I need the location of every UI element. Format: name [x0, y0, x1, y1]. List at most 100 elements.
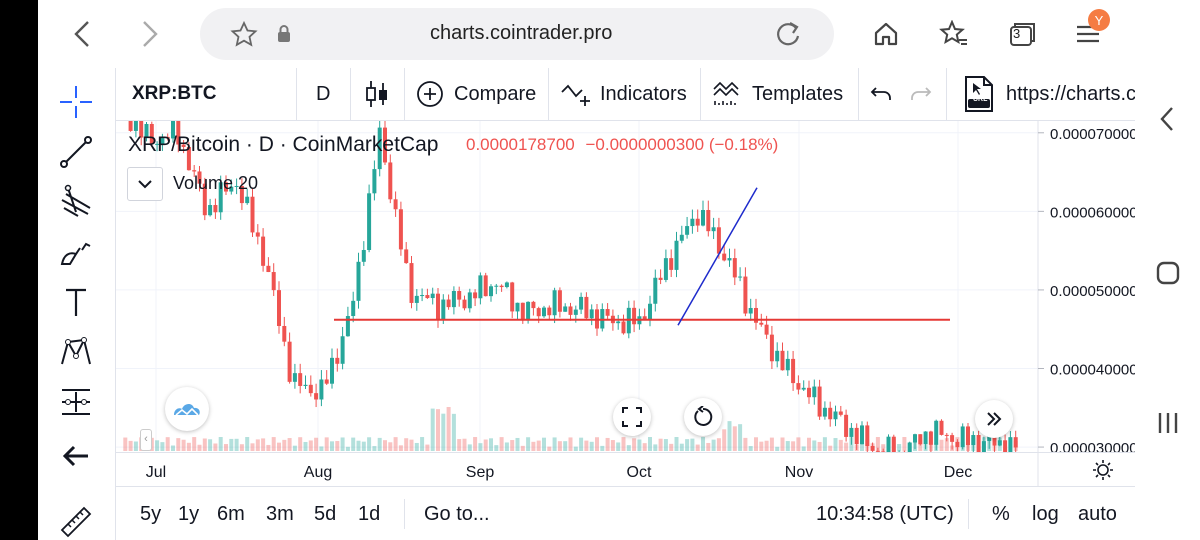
fullscreen-button[interactable]	[613, 398, 651, 436]
log-toggle[interactable]: log	[1032, 503, 1059, 525]
indicators-button[interactable]: Indicators	[560, 68, 687, 120]
volume-bar	[785, 441, 790, 451]
undo-button[interactable]	[870, 68, 892, 120]
trend-line[interactable]	[677, 187, 758, 326]
candle-body	[473, 292, 478, 299]
volume-bar	[351, 437, 356, 451]
range-5d[interactable]: 5d	[314, 503, 337, 525]
tabs-button[interactable]: 3	[1000, 12, 1044, 56]
range-1y[interactable]: 1y	[178, 503, 200, 525]
scroll-to-realtime-button[interactable]	[975, 400, 1013, 438]
fib-tool[interactable]	[54, 180, 98, 224]
system-home-button[interactable]	[1135, 258, 1200, 295]
candle-body	[504, 282, 509, 288]
volume-bar	[791, 441, 796, 451]
candle-body	[653, 277, 658, 304]
interval-button[interactable]: D	[316, 82, 331, 105]
measure-tool[interactable]	[54, 380, 98, 424]
home-button[interactable]	[864, 12, 908, 56]
volume-bar	[398, 445, 403, 451]
candle-body	[510, 282, 515, 312]
percent-toggle[interactable]: %	[992, 503, 1010, 525]
volume-bar	[361, 441, 366, 451]
candle-body	[928, 431, 933, 445]
goto-button[interactable]: Go to...	[424, 503, 490, 525]
candle-body	[557, 290, 562, 312]
volume-bar	[367, 437, 372, 451]
volume-bar	[690, 438, 695, 451]
menu-button[interactable]: Y	[1066, 9, 1110, 56]
crosshair-tool[interactable]	[54, 80, 98, 124]
volume-bar	[393, 437, 398, 451]
range-6m[interactable]: 6m	[217, 503, 245, 525]
address-bar[interactable]: charts.cointrader.pro	[200, 8, 834, 60]
legend-collapse-button[interactable]	[127, 167, 163, 201]
brush-tool[interactable]	[54, 230, 98, 274]
cloud-button[interactable]	[165, 387, 209, 431]
volume-bar	[775, 446, 780, 451]
share-url-button[interactable]: URL https://charts.coin	[960, 68, 1135, 120]
candle-body	[812, 386, 817, 398]
profile-avatar[interactable]: Y	[1088, 9, 1110, 31]
candle-body	[775, 350, 780, 362]
ruler-tool[interactable]	[54, 500, 98, 540]
chart-type-button[interactable]	[364, 68, 390, 120]
candle-body	[870, 446, 875, 451]
reload-icon[interactable]	[774, 20, 802, 48]
collapse-handle[interactable]: ‹	[140, 429, 152, 451]
candle-body	[377, 127, 382, 170]
volume-bar	[467, 444, 472, 451]
hide-toolbar-button[interactable]	[54, 434, 98, 478]
candle-body	[981, 441, 986, 455]
volume-bar	[404, 438, 409, 451]
candle-body	[860, 425, 864, 445]
candle-body	[398, 209, 403, 250]
star-icon[interactable]	[230, 21, 258, 47]
volume-bar	[520, 445, 525, 451]
candles	[128, 121, 1018, 470]
reset-chart-button[interactable]	[684, 398, 722, 436]
divider	[858, 68, 859, 120]
double-chevron-right-icon	[987, 412, 1002, 426]
time-axis[interactable]: Jul Aug Sep Oct Nov Dec	[116, 452, 1135, 487]
auto-toggle[interactable]: auto	[1078, 503, 1117, 525]
range-1d[interactable]: 1d	[358, 503, 381, 525]
compare-button[interactable]: Compare	[416, 68, 536, 120]
range-5y[interactable]: 5y	[140, 503, 162, 525]
volume-bar	[759, 441, 764, 451]
candle-body	[409, 263, 414, 303]
symbol-search[interactable]: XRP:BTC	[132, 83, 217, 104]
candle-body	[383, 127, 387, 163]
candle-body	[690, 218, 695, 227]
forward-button[interactable]	[128, 12, 172, 56]
redo-button[interactable]	[910, 68, 932, 120]
legend-title: XRP/Bitcoin · D · CoinMarketCap	[128, 133, 439, 156]
candle-body	[769, 334, 774, 362]
candle-body	[489, 286, 493, 297]
range-3m[interactable]: 3m	[266, 503, 294, 525]
bookmarks-button[interactable]	[932, 12, 976, 56]
text-icon	[66, 288, 86, 316]
text-tool[interactable]	[54, 280, 98, 324]
volume-bar	[669, 443, 674, 451]
volume-bar	[218, 437, 223, 451]
volume-bar	[875, 437, 880, 451]
volume-bar	[261, 438, 266, 451]
system-back-button[interactable]	[1135, 104, 1200, 141]
system-recents-button[interactable]	[1135, 408, 1200, 445]
pattern-tool[interactable]	[54, 330, 98, 374]
candle-body	[828, 407, 833, 420]
trend-line-tool[interactable]	[54, 130, 98, 174]
volume-bar	[939, 439, 944, 451]
utc-clock[interactable]: 10:34:58 (UTC)	[816, 503, 954, 525]
candle-body	[732, 258, 737, 278]
templates-button[interactable]: Templates	[712, 68, 843, 120]
candle-body	[282, 325, 287, 342]
chart-settings-button[interactable]	[1092, 459, 1114, 486]
candle-body	[992, 436, 997, 446]
back-button[interactable]	[60, 12, 104, 56]
